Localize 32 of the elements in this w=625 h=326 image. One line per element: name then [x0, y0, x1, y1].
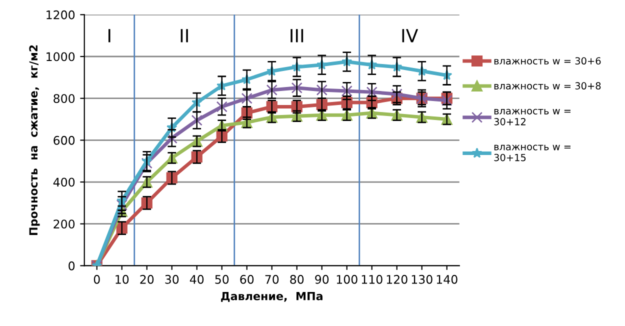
x-tick-label: 60 [240, 274, 254, 284]
legend-label: влажность w = 30+8 [494, 82, 601, 90]
legend-label: влажность w = 30+12 [494, 108, 570, 126]
x-tick-label: 140 [436, 274, 458, 284]
x-axis-title: Давление, МПа [221, 292, 322, 302]
x-tick-label: 100 [336, 274, 358, 284]
x-tick-label: 30 [165, 274, 179, 284]
y-tick-label: 1000 [46, 52, 75, 62]
legend-label: влажность w = 30+15 [494, 144, 570, 162]
x-tick-label: 130 [412, 274, 432, 284]
y-tick-label: 200 [54, 220, 75, 229]
x-tick-label: 120 [386, 274, 408, 284]
x-tick-label: 20 [140, 274, 154, 284]
annotation: I [108, 29, 110, 42]
x-tick-label: 80 [290, 274, 304, 284]
y-tick-label: 0 [68, 261, 75, 270]
x-tick-label: 50 [215, 274, 229, 284]
x-tick-label: 70 [265, 274, 279, 284]
y-tick-label: 800 [54, 94, 75, 103]
annotation: III [290, 29, 304, 42]
x-tick-label: 10 [116, 274, 129, 284]
x-tick-label: 40 [190, 274, 204, 284]
y-tick-label: 600 [54, 136, 75, 145]
x-tick-label: 90 [315, 274, 329, 284]
x-tick-label: 110 [362, 274, 382, 284]
y-tick-label: 400 [53, 178, 75, 187]
y-tick-label: 1200 [46, 10, 75, 20]
annotation: II [180, 29, 188, 42]
y-axis-title: Прочность на сжатие, кг/м2 [29, 45, 40, 235]
x-tick-label: 0 [94, 274, 100, 284]
annotation: IV [402, 29, 418, 42]
legend-label: влажность w = 30+6 [494, 57, 601, 65]
